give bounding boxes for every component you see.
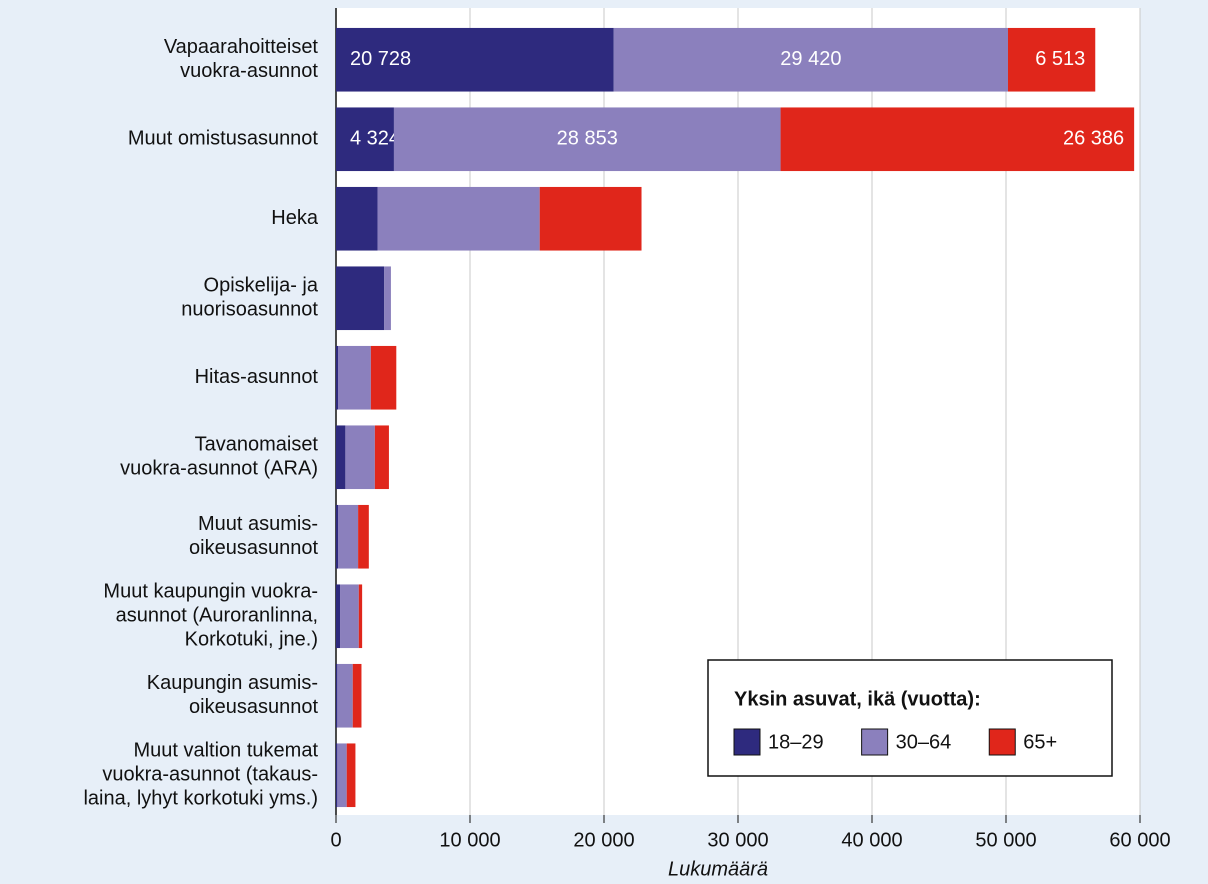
bar-segment (780, 107, 1135, 172)
y-tick-label: Opiskelija- ja (204, 275, 319, 297)
y-tick-label: vuokra-asunnot (ARA) (120, 458, 318, 480)
y-tick-label: Muut valtion tukemat (133, 740, 318, 762)
bar-segment (374, 425, 389, 490)
y-tick-label: Muut asumis- (198, 513, 318, 535)
data-label: 26 386 (1063, 128, 1124, 150)
bar-segment (338, 504, 359, 569)
y-tick-label: nuorisoasunnot (181, 299, 318, 321)
y-tick-label: oikeusasunnot (189, 696, 318, 718)
bar-segment (340, 584, 359, 649)
legend-title: Yksin asuvat, ikä (vuotta): (734, 688, 981, 710)
bar-segment (336, 425, 346, 490)
y-tick-label: vuokra-asunnot (takaus- (102, 764, 318, 786)
bar-segment (336, 107, 394, 172)
y-tick-label: oikeusasunnot (189, 537, 318, 559)
legend-box (707, 659, 1113, 777)
y-tick-label: Vapaarahoitteiset (164, 36, 319, 58)
bar-segment (336, 584, 341, 649)
y-tick-label: Kaupungin asumis- (147, 672, 318, 694)
bar-segment (336, 663, 338, 728)
bar-segment (336, 27, 614, 92)
x-tick-label: 50 000 (975, 829, 1036, 851)
legend-label: 30–64 (896, 731, 952, 753)
y-tick-label: vuokra-asunnot (180, 60, 318, 82)
data-label: 29 420 (780, 48, 841, 70)
y-tick-label: Tavanomaiset (195, 434, 319, 456)
legend-swatch (733, 728, 761, 756)
y-tick-label: asunnot (Auroranlinna, (116, 605, 318, 627)
y-tick-label: Muut omistusasunnot (128, 128, 319, 150)
x-tick-label: 40 000 (841, 829, 902, 851)
legend-label: 65+ (1023, 731, 1057, 753)
x-tick-label: 20 000 (573, 829, 634, 851)
bar-segment (539, 186, 642, 251)
bar-segment (358, 504, 369, 569)
bar-segment (336, 266, 385, 331)
bar-segment (337, 663, 353, 728)
bar-segment (346, 743, 356, 808)
legend-swatch (861, 728, 889, 756)
bar-segment (336, 504, 339, 569)
x-tick-label: 30 000 (707, 829, 768, 851)
bar-segment (336, 186, 378, 251)
bar-segment (336, 743, 338, 808)
x-tick-label: 0 (330, 829, 341, 851)
bar-segment (338, 345, 371, 410)
y-tick-label: Heka (271, 207, 319, 229)
legend-swatch (988, 728, 1016, 756)
x-tick-label: 10 000 (439, 829, 500, 851)
y-tick-label: laina, lyhyt korkotuki yms.) (83, 788, 318, 810)
y-tick-label: Korkotuki, jne.) (185, 629, 318, 651)
data-label: 28 853 (557, 128, 618, 150)
data-label: 20 728 (350, 48, 411, 70)
x-tick-label: 60 000 (1109, 829, 1170, 851)
y-tick-label: Muut kaupungin vuokra- (103, 581, 318, 603)
bar-segment (358, 584, 363, 649)
bar-segment (613, 27, 1008, 92)
legend-label: 18–29 (768, 731, 824, 753)
bar-segment (1007, 27, 1096, 92)
bar-segment (384, 266, 391, 331)
x-axis-label: Lukumäärä (668, 858, 768, 880)
data-label: 6 513 (1035, 48, 1085, 70)
bar-segment (393, 107, 781, 172)
bar-segment (370, 345, 397, 410)
bar-segment (377, 186, 540, 251)
bar-segment (345, 425, 375, 490)
bar-segment (352, 663, 362, 728)
bar-segment (336, 345, 339, 410)
bar-segment (337, 743, 347, 808)
y-tick-label: Hitas-asunnot (195, 366, 319, 388)
data-label: 4 324 (350, 128, 400, 150)
